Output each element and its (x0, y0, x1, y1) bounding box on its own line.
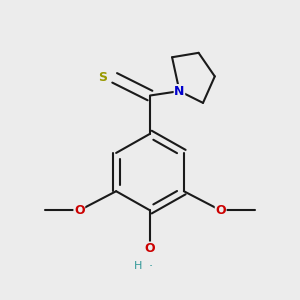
Text: N: N (174, 85, 184, 98)
Text: ·: · (148, 260, 153, 273)
Text: O: O (74, 204, 85, 217)
Text: H: H (134, 261, 142, 271)
Text: O: O (145, 242, 155, 255)
Text: O: O (215, 204, 226, 217)
Text: S: S (98, 71, 107, 84)
